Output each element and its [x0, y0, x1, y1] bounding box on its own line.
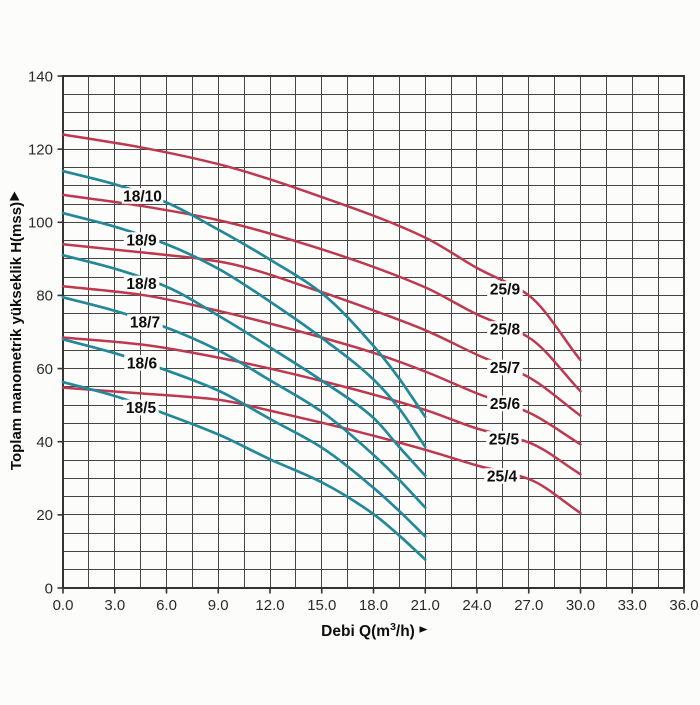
svg-text:25/6: 25/6 — [490, 396, 521, 413]
svg-text:60: 60 — [36, 361, 53, 378]
svg-text:15.0: 15.0 — [307, 597, 336, 614]
svg-text:21.0: 21.0 — [411, 597, 440, 614]
svg-text:18/10: 18/10 — [123, 189, 162, 206]
svg-text:80: 80 — [36, 288, 53, 305]
svg-text:18.0: 18.0 — [359, 597, 388, 614]
svg-text:18/9: 18/9 — [126, 233, 157, 250]
svg-text:0: 0 — [45, 580, 53, 597]
svg-text:20: 20 — [36, 507, 53, 524]
svg-text:Debi Q(m3/h): Debi Q(m3/h) — [321, 621, 415, 640]
svg-text:40: 40 — [36, 434, 53, 451]
svg-text:36.0: 36.0 — [669, 597, 698, 614]
svg-text:140: 140 — [28, 68, 53, 85]
svg-text:Toplam manometrik yükseklik H(: Toplam manometrik yükseklik H(mss) — [8, 202, 25, 470]
svg-text:12.0: 12.0 — [255, 597, 284, 614]
svg-text:24.0: 24.0 — [462, 597, 491, 614]
svg-text:27.0: 27.0 — [514, 597, 543, 614]
svg-text:120: 120 — [28, 141, 53, 158]
svg-text:18/6: 18/6 — [127, 356, 158, 373]
svg-text:18/7: 18/7 — [130, 315, 160, 332]
svg-text:25/4: 25/4 — [487, 469, 518, 486]
svg-text:25/7: 25/7 — [490, 360, 520, 377]
svg-text:30.0: 30.0 — [566, 597, 595, 614]
svg-text:0.0: 0.0 — [53, 597, 74, 614]
svg-text:25/9: 25/9 — [490, 282, 521, 299]
svg-text:100: 100 — [28, 215, 53, 232]
svg-text:6.0: 6.0 — [156, 597, 177, 614]
svg-text:33.0: 33.0 — [618, 597, 647, 614]
svg-text:9.0: 9.0 — [208, 597, 229, 614]
svg-text:18/5: 18/5 — [126, 400, 157, 417]
svg-text:3.0: 3.0 — [104, 597, 125, 614]
svg-text:25/5: 25/5 — [489, 432, 520, 449]
svg-text:18/8: 18/8 — [126, 276, 157, 293]
svg-text:25/8: 25/8 — [490, 322, 521, 339]
